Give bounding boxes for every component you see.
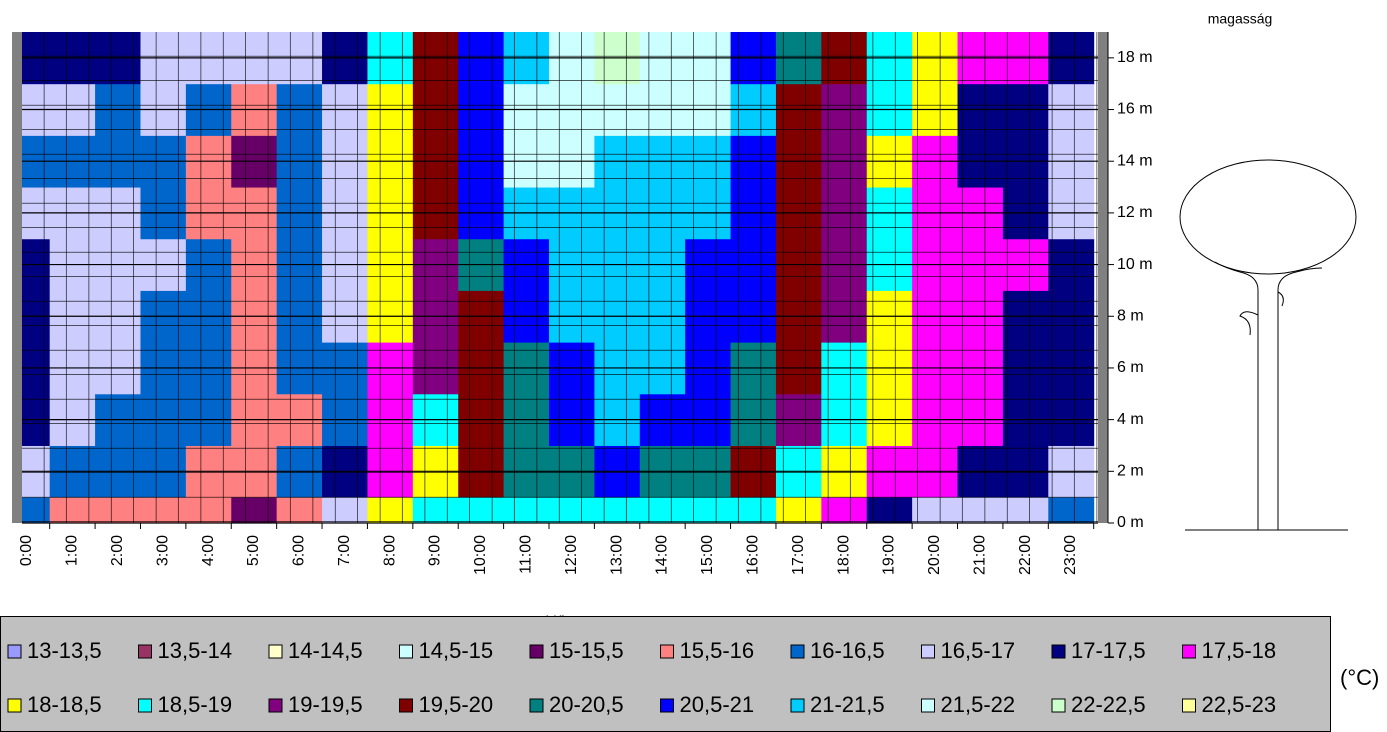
x-tick-label: 17:00 bbox=[790, 535, 807, 575]
x-tick-label: 19:00 bbox=[881, 535, 898, 575]
legend-swatch bbox=[269, 699, 282, 712]
x-tick-label: 13:00 bbox=[608, 535, 625, 575]
legend-swatch bbox=[139, 645, 152, 658]
legend-label: 13,5-14 bbox=[158, 638, 233, 663]
x-tick-label: 1:00 bbox=[64, 535, 81, 566]
legend-label: 16,5-17 bbox=[941, 638, 1016, 663]
y-tick-label: 2 m bbox=[1117, 463, 1144, 480]
legend-label: 21-21,5 bbox=[810, 692, 885, 717]
x-tick-label: 18:00 bbox=[835, 535, 852, 575]
x-tick-label: 10:00 bbox=[472, 535, 489, 575]
y-tick-label: 4 m bbox=[1117, 411, 1144, 428]
legend-swatch bbox=[139, 699, 152, 712]
legend-swatch bbox=[661, 645, 674, 658]
x-tick-label: 20:00 bbox=[926, 535, 943, 575]
legend-swatch bbox=[400, 645, 413, 658]
x-tick-label: 0:00 bbox=[18, 535, 35, 566]
y-axis-title: magasság bbox=[1208, 11, 1273, 27]
legend-label: 17,5-18 bbox=[1202, 638, 1277, 663]
x-tick-label: 8:00 bbox=[381, 535, 398, 566]
cell-grid bbox=[22, 32, 1098, 523]
legend-label: 14-14,5 bbox=[288, 638, 363, 663]
legend-label: 18,5-19 bbox=[158, 692, 233, 717]
legend-swatch bbox=[661, 699, 674, 712]
legend-label: 19,5-20 bbox=[419, 692, 494, 717]
legend-swatch bbox=[8, 645, 21, 658]
y-tick-label: 8 m bbox=[1117, 307, 1144, 324]
x-tick-label: 14:00 bbox=[654, 535, 671, 575]
legend-label: 19-19,5 bbox=[288, 692, 363, 717]
legend-label: 16-16,5 bbox=[810, 638, 885, 663]
legend-label: 18-18,5 bbox=[27, 692, 102, 717]
y-tick-label: 12 m bbox=[1117, 204, 1153, 221]
legend-swatch bbox=[1052, 645, 1065, 658]
x-tick-label: 11:00 bbox=[518, 535, 535, 574]
x-tick-label: 22:00 bbox=[1017, 535, 1034, 575]
x-tick-label: 7:00 bbox=[336, 535, 353, 566]
legend-swatch bbox=[1052, 699, 1065, 712]
x-tick-label: 9:00 bbox=[427, 535, 444, 566]
legend-label: 20,5-21 bbox=[680, 692, 755, 717]
x-tick-label: 21:00 bbox=[971, 535, 988, 575]
legend-label: 13-13,5 bbox=[27, 638, 102, 663]
y-tick-label: 0 m bbox=[1117, 514, 1144, 531]
x-tick-label: 6:00 bbox=[291, 535, 308, 566]
legend-swatch bbox=[269, 645, 282, 658]
legend-swatch bbox=[922, 699, 935, 712]
right-wall bbox=[1098, 32, 1108, 523]
y-tick-label: 14 m bbox=[1117, 152, 1153, 169]
y-tick-label: 16 m bbox=[1117, 101, 1153, 118]
left-wall bbox=[12, 32, 22, 523]
x-tick-label: 15:00 bbox=[699, 535, 716, 575]
legend-swatch bbox=[530, 645, 543, 658]
x-tick-label: 4:00 bbox=[200, 535, 217, 566]
legend-label: 22,5-23 bbox=[1202, 692, 1277, 717]
x-tick-label: 16:00 bbox=[744, 535, 761, 575]
x-tick-label: 5:00 bbox=[245, 535, 262, 566]
legend-swatch bbox=[1183, 699, 1196, 712]
legend-swatch bbox=[791, 645, 804, 658]
legend-label: 22-22,5 bbox=[1071, 692, 1146, 717]
y-tick-label: 10 m bbox=[1117, 256, 1153, 273]
legend-swatch bbox=[8, 699, 21, 712]
tree-illustration bbox=[1180, 160, 1356, 530]
legend-label: 20-20,5 bbox=[549, 692, 624, 717]
unit-label: (°C) bbox=[1340, 665, 1379, 690]
legend-label: 14,5-15 bbox=[419, 638, 494, 663]
legend-label: 15-15,5 bbox=[549, 638, 624, 663]
x-tick-label: 23:00 bbox=[1062, 535, 1079, 575]
legend-swatch bbox=[791, 699, 804, 712]
legend-label: 17-17,5 bbox=[1071, 638, 1146, 663]
legend-swatch bbox=[400, 699, 413, 712]
legend-label: 15,5-16 bbox=[680, 638, 755, 663]
x-tick-label: 2:00 bbox=[109, 535, 126, 566]
y-tick-label: 18 m bbox=[1117, 49, 1153, 66]
y-tick-label: 6 m bbox=[1117, 359, 1144, 376]
x-tick-label: 3:00 bbox=[154, 535, 171, 566]
legend-swatch bbox=[922, 645, 935, 658]
x-tick-label: 12:00 bbox=[563, 535, 580, 575]
legend-swatch bbox=[1183, 645, 1196, 658]
legend-label: 21,5-22 bbox=[941, 692, 1016, 717]
chart: magasság idő 13-13,513,5-1414-14,514,5-1… bbox=[0, 0, 1387, 732]
legend-swatch bbox=[530, 699, 543, 712]
